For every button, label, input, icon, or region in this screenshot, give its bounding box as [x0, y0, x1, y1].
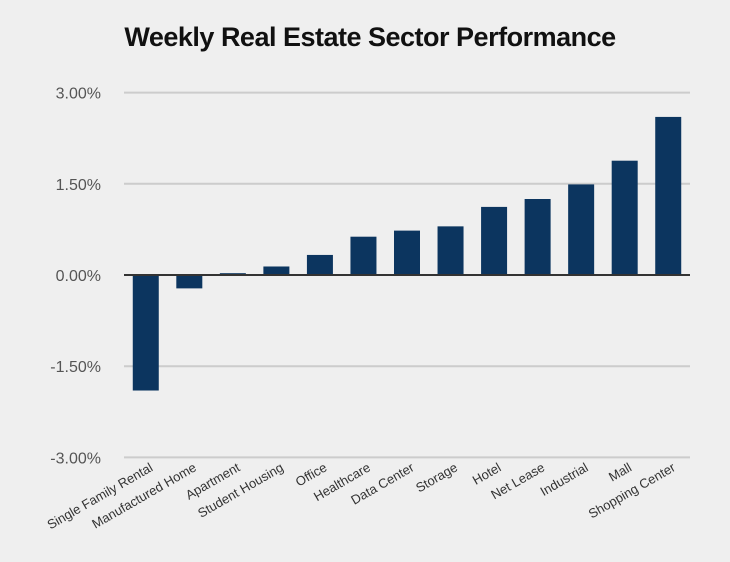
x-tick-label: Storage: [413, 460, 460, 496]
bar: [263, 266, 290, 275]
x-tick-label: Industrial: [537, 460, 590, 499]
bar: [350, 236, 377, 275]
bar: [132, 275, 159, 391]
bar: [394, 230, 420, 275]
y-tick-label: -3.00%: [50, 450, 101, 467]
bar: [655, 116, 682, 275]
bar: [481, 206, 508, 275]
bar: [306, 254, 333, 275]
y-tick-label: 1.50%: [56, 177, 101, 194]
y-tick-label: 3.00%: [56, 86, 101, 103]
bar: [524, 199, 551, 275]
y-tick-label: 0.00%: [56, 268, 101, 285]
x-tick-label: Mall: [606, 460, 634, 485]
chart-title: Weekly Real Estate Sector Performance: [124, 22, 616, 52]
bar: [568, 184, 595, 275]
bar: [437, 226, 464, 275]
bar: [611, 160, 638, 275]
bar: [176, 275, 203, 289]
x-tick-label: Shopping Center: [586, 459, 679, 521]
y-tick-label: -1.50%: [50, 359, 101, 376]
